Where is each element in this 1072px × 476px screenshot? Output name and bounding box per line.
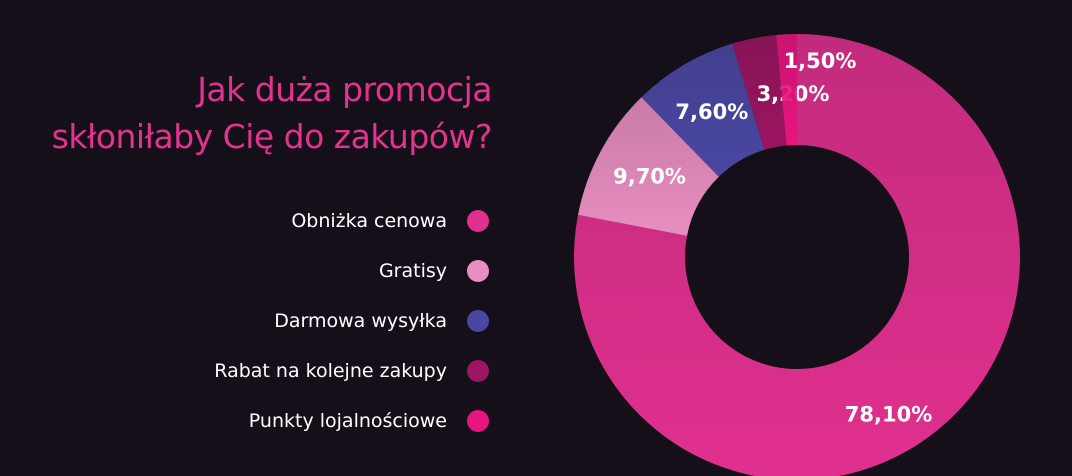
legend-item-darmowa-wysylka: Darmowa wysyłka — [89, 296, 489, 346]
legend-swatch — [467, 260, 489, 282]
chart-title-line-2: skłoniłaby Cię do zakupów? — [51, 117, 493, 156]
legend-swatch — [467, 410, 489, 432]
legend-item-punkty: Punkty lojalnościowe — [89, 396, 489, 446]
legend-swatch — [467, 310, 489, 332]
data-label-1: 9,70% — [613, 165, 686, 189]
donut-slice-0 — [574, 34, 1020, 476]
chart-title-line-1: Jak duża promocja — [197, 70, 492, 109]
data-label-0: 78,10% — [845, 402, 932, 426]
data-label-2: 7,60% — [675, 100, 748, 124]
legend-swatch — [467, 210, 489, 232]
legend-label: Rabat na kolejne zakupy — [214, 360, 447, 382]
legend-label: Obniżka cenowa — [291, 210, 447, 232]
legend-label: Darmowa wysyłka — [274, 310, 447, 332]
chart-legend: Obniżka cenowa Gratisy Darmowa wysyłka R… — [89, 196, 489, 446]
legend-label: Punkty lojalnościowe — [248, 410, 447, 432]
donut-slice-4 — [776, 34, 797, 146]
donut-slice-2 — [641, 43, 765, 177]
donut-slice-3 — [732, 34, 787, 150]
legend-swatch — [467, 360, 489, 382]
legend-item-rabat: Rabat na kolejne zakupy — [89, 346, 489, 396]
legend-label: Gratisy — [378, 260, 447, 282]
chart-title: Jak duża promocja skłoniłaby Cię do zaku… — [0, 66, 493, 160]
legend-item-gratisy: Gratisy — [89, 246, 489, 296]
legend-item-obnizka: Obniżka cenowa — [89, 196, 489, 246]
data-label-4: 1,50% — [784, 49, 857, 73]
donut-slice-1 — [578, 97, 719, 236]
